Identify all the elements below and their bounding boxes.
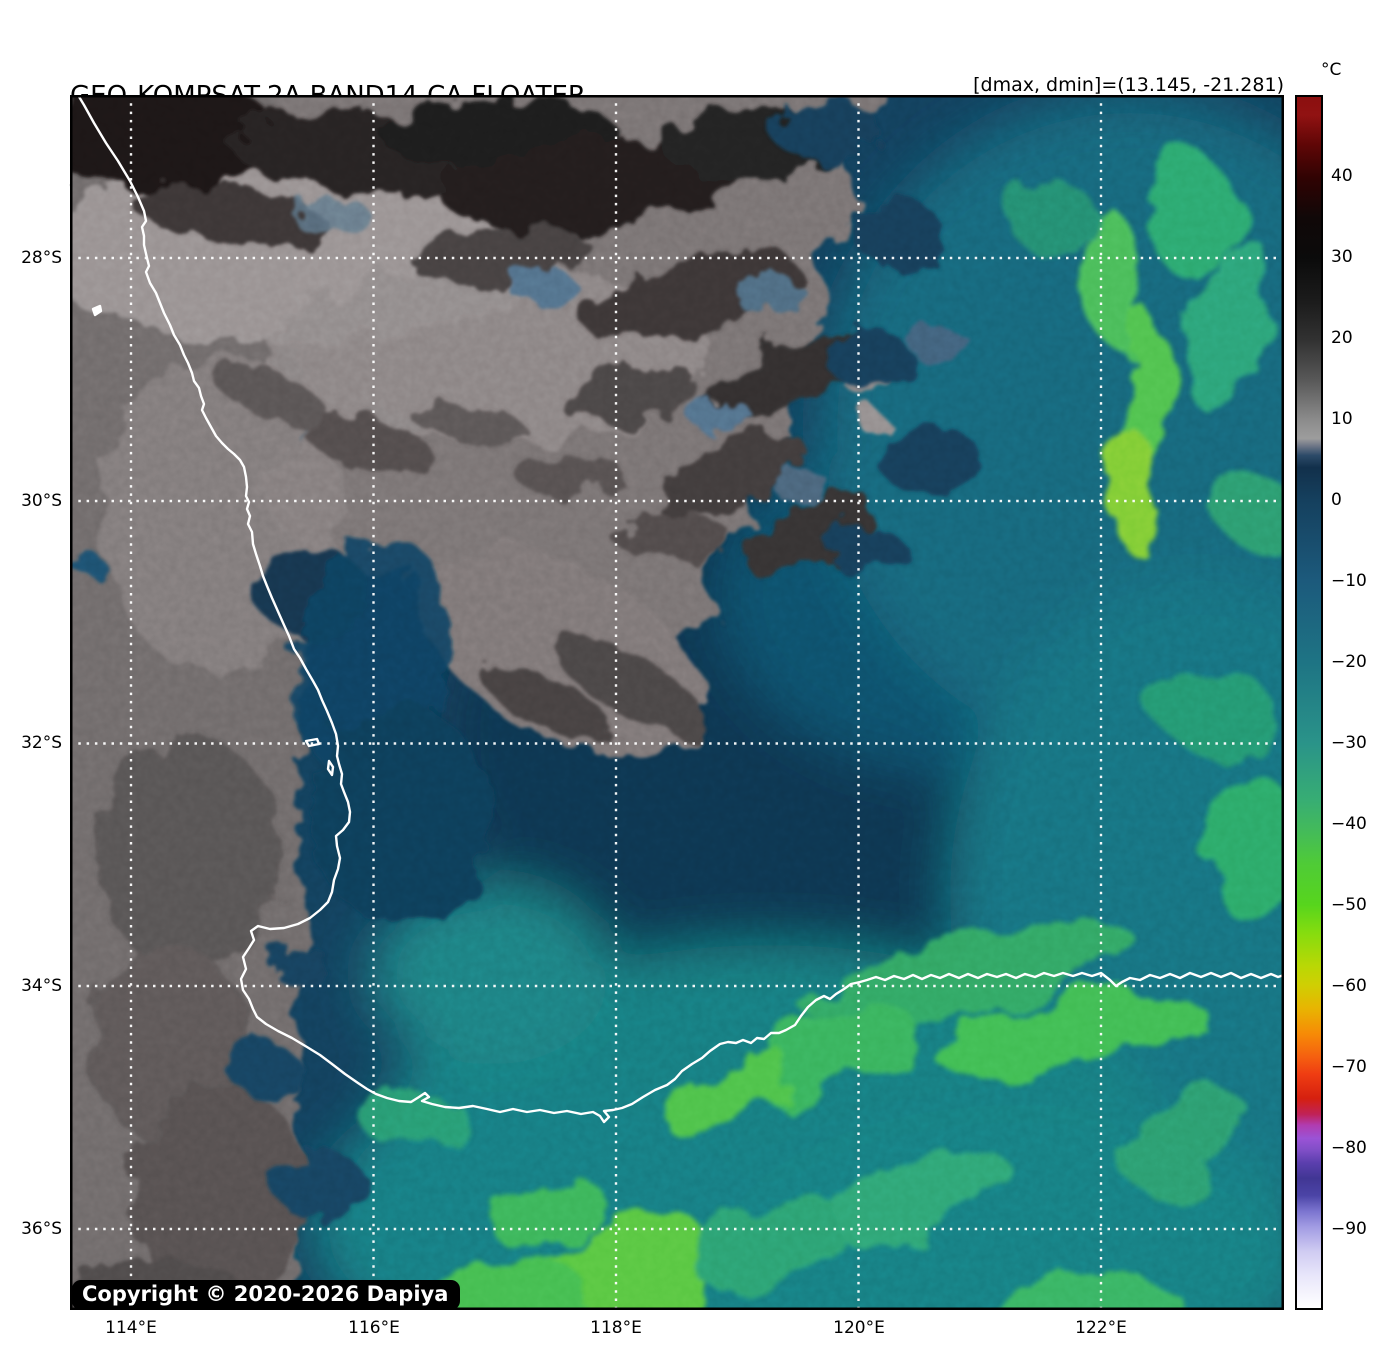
coastline [76,95,1284,1124]
island-outline [91,304,103,317]
map-image [70,95,1284,1310]
graticule-gridlines [70,95,1284,1310]
colorbar-tick-label: −30 [1331,733,1367,753]
colorbar-tick-label: 30 [1331,247,1353,267]
satellite-map: Copyright © 2020-2026 Dapiya [70,95,1284,1310]
lat-axis-label: 30°S [21,491,62,511]
colorbar-tick-label: 20 [1331,328,1353,348]
temperature-colorbar [1295,95,1323,1310]
lat-axis-label: 34°S [21,976,62,996]
colorbar-tick-label: −60 [1331,976,1367,996]
map-border [70,95,1284,1310]
colorbar-tick-label: −70 [1331,1057,1367,1077]
colorbar-tick-label: 0 [1331,490,1342,510]
colorbar-unit-label: °C [1321,60,1342,80]
lon-axis-label: 120°E [833,1318,885,1338]
lon-axis-label: 116°E [348,1318,400,1338]
colorbar-tick-label: −20 [1331,652,1367,672]
colorbar-tick-label: −50 [1331,895,1367,915]
island-outline [304,737,321,748]
colorbar-tick-label: −10 [1331,571,1367,591]
colorbar-tick-label: 10 [1331,409,1353,429]
lat-axis-label: 36°S [21,1219,62,1239]
image-grain [70,95,1284,1310]
colorbar-tick-label: 40 [1331,166,1353,186]
dmax-dmin-label: [dmax, dmin]=(13.145, -21.281) [973,74,1284,96]
island-outline [326,759,335,777]
lat-axis-label: 32°S [21,733,62,753]
lon-axis-label: 122°E [1075,1318,1127,1338]
copyright-badge: Copyright © 2020-2026 Dapiya [72,1280,461,1310]
lon-axis-label: 118°E [590,1318,642,1338]
colorbar-tick-label: −90 [1331,1219,1367,1239]
lat-axis-label: 28°S [21,248,62,268]
lon-axis-label: 114°E [105,1318,157,1338]
colorbar-tick-label: −80 [1331,1138,1367,1158]
colorbar-tick-label: −40 [1331,814,1367,834]
